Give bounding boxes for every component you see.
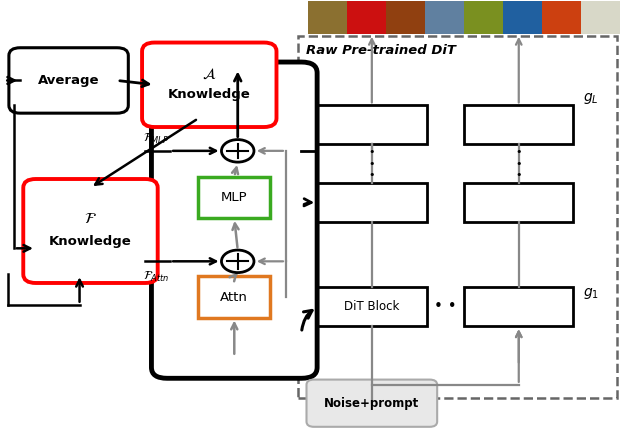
Text: •
•
•: • • • xyxy=(516,147,522,181)
FancyBboxPatch shape xyxy=(425,1,464,34)
FancyBboxPatch shape xyxy=(317,287,426,326)
FancyBboxPatch shape xyxy=(151,62,317,378)
Text: MLP: MLP xyxy=(221,191,247,204)
FancyBboxPatch shape xyxy=(464,287,573,326)
FancyBboxPatch shape xyxy=(317,184,426,222)
FancyBboxPatch shape xyxy=(306,380,437,427)
FancyBboxPatch shape xyxy=(298,36,617,398)
Text: Noise+prompt: Noise+prompt xyxy=(324,397,420,410)
FancyBboxPatch shape xyxy=(386,1,425,34)
Text: DiT Block: DiT Block xyxy=(344,300,399,313)
Text: Knowledge: Knowledge xyxy=(168,88,251,101)
FancyBboxPatch shape xyxy=(347,1,386,34)
FancyBboxPatch shape xyxy=(317,106,426,144)
Text: $g_L$: $g_L$ xyxy=(583,92,598,106)
FancyBboxPatch shape xyxy=(464,1,503,34)
Text: $\mathcal{F}$: $\mathcal{F}$ xyxy=(84,211,97,225)
FancyBboxPatch shape xyxy=(503,1,542,34)
FancyBboxPatch shape xyxy=(308,1,347,34)
FancyBboxPatch shape xyxy=(142,43,276,127)
FancyBboxPatch shape xyxy=(464,184,573,222)
Text: $\mathcal{F}_{MLP}$: $\mathcal{F}_{MLP}$ xyxy=(143,132,170,146)
Text: Raw Pre-trained DiT: Raw Pre-trained DiT xyxy=(306,44,456,57)
FancyBboxPatch shape xyxy=(542,1,582,34)
Text: $\mathcal{A}$: $\mathcal{A}$ xyxy=(202,66,217,82)
FancyBboxPatch shape xyxy=(582,1,620,34)
Text: Attn: Attn xyxy=(220,290,248,303)
Text: • •: • • xyxy=(434,299,457,314)
FancyBboxPatch shape xyxy=(9,48,128,113)
FancyBboxPatch shape xyxy=(464,106,573,144)
Circle shape xyxy=(222,250,254,272)
FancyBboxPatch shape xyxy=(198,276,270,318)
FancyBboxPatch shape xyxy=(23,179,158,283)
Text: Average: Average xyxy=(38,74,99,87)
Text: •
•
•: • • • xyxy=(369,147,375,181)
Text: Knowledge: Knowledge xyxy=(49,235,132,249)
FancyBboxPatch shape xyxy=(198,177,270,218)
Circle shape xyxy=(222,140,254,162)
Text: $g_1$: $g_1$ xyxy=(583,286,599,301)
Text: $\mathcal{F}_{Attn}$: $\mathcal{F}_{Attn}$ xyxy=(143,269,170,283)
